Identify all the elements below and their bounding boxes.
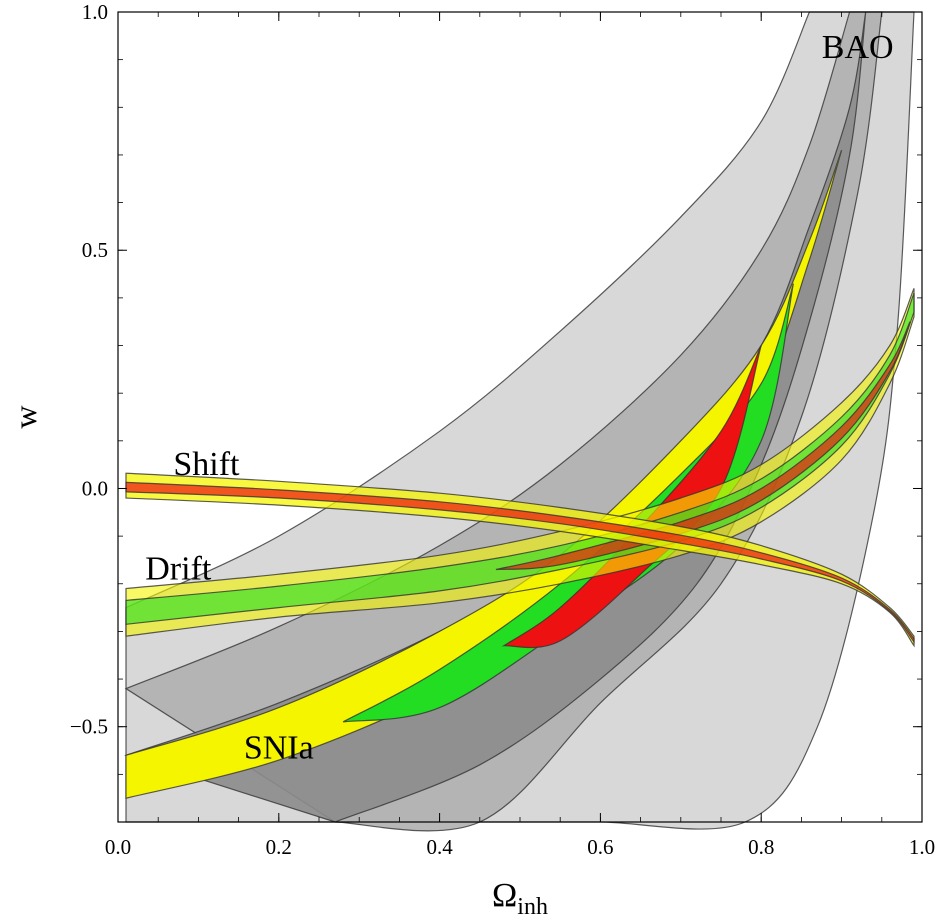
x-axis-title-subscript: inh: [517, 894, 548, 920]
x-tick-label: 0.2: [266, 835, 292, 859]
label-bao: BAO: [822, 29, 894, 66]
x-tick-label: 0.6: [587, 835, 613, 859]
y-tick-label: −0.5: [70, 715, 108, 739]
drift-2sigma-band: [125, 292, 915, 625]
label-shift: Shift: [173, 446, 240, 483]
y-axis-title: w: [7, 405, 43, 428]
x-tick-label: 1.0: [909, 835, 935, 859]
x-tick-label: 0.0: [105, 835, 131, 859]
y-tick-label: 0.0: [82, 476, 108, 500]
x-tick-label: 0.4: [426, 835, 453, 859]
y-tick-label: 1.0: [82, 0, 108, 24]
region-labels: BAO Shift Drift SNIa: [145, 29, 893, 766]
x-axis-title: Ωinh: [492, 877, 548, 920]
shift-1sigma-band: [125, 481, 915, 644]
x-tick-label: 0.8: [748, 835, 774, 859]
y-tick-label: 0.5: [82, 238, 108, 262]
label-snia: SNIa: [244, 729, 314, 766]
contour-bands: [124, 11, 915, 832]
label-drift: Drift: [145, 551, 212, 588]
bao-mid-band: [124, 11, 883, 832]
